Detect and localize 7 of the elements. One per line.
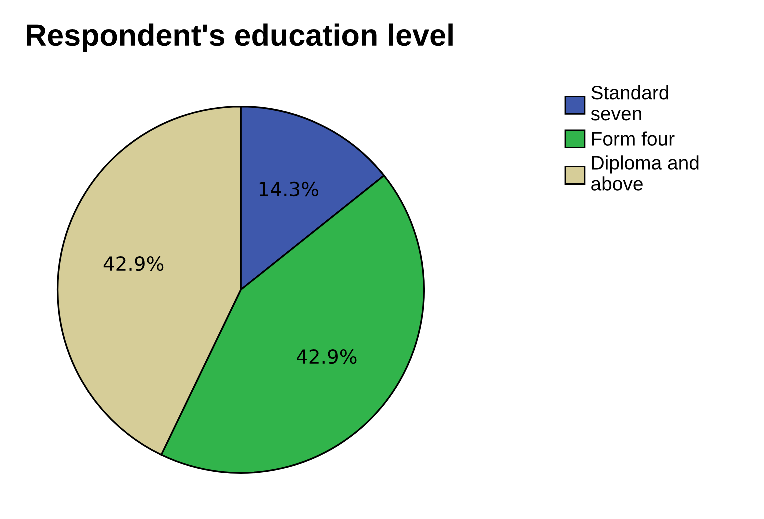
legend-label: Form four [592,132,675,146]
legend-label: Diploma and above [592,156,699,191]
data-label: 42.9% [297,349,357,364]
data-label: 42.9% [104,256,164,272]
data-label: 14.3% [260,182,319,197]
chart-title: Respondent's education level [27,24,453,52]
legend-label: Standard seven [591,86,668,121]
